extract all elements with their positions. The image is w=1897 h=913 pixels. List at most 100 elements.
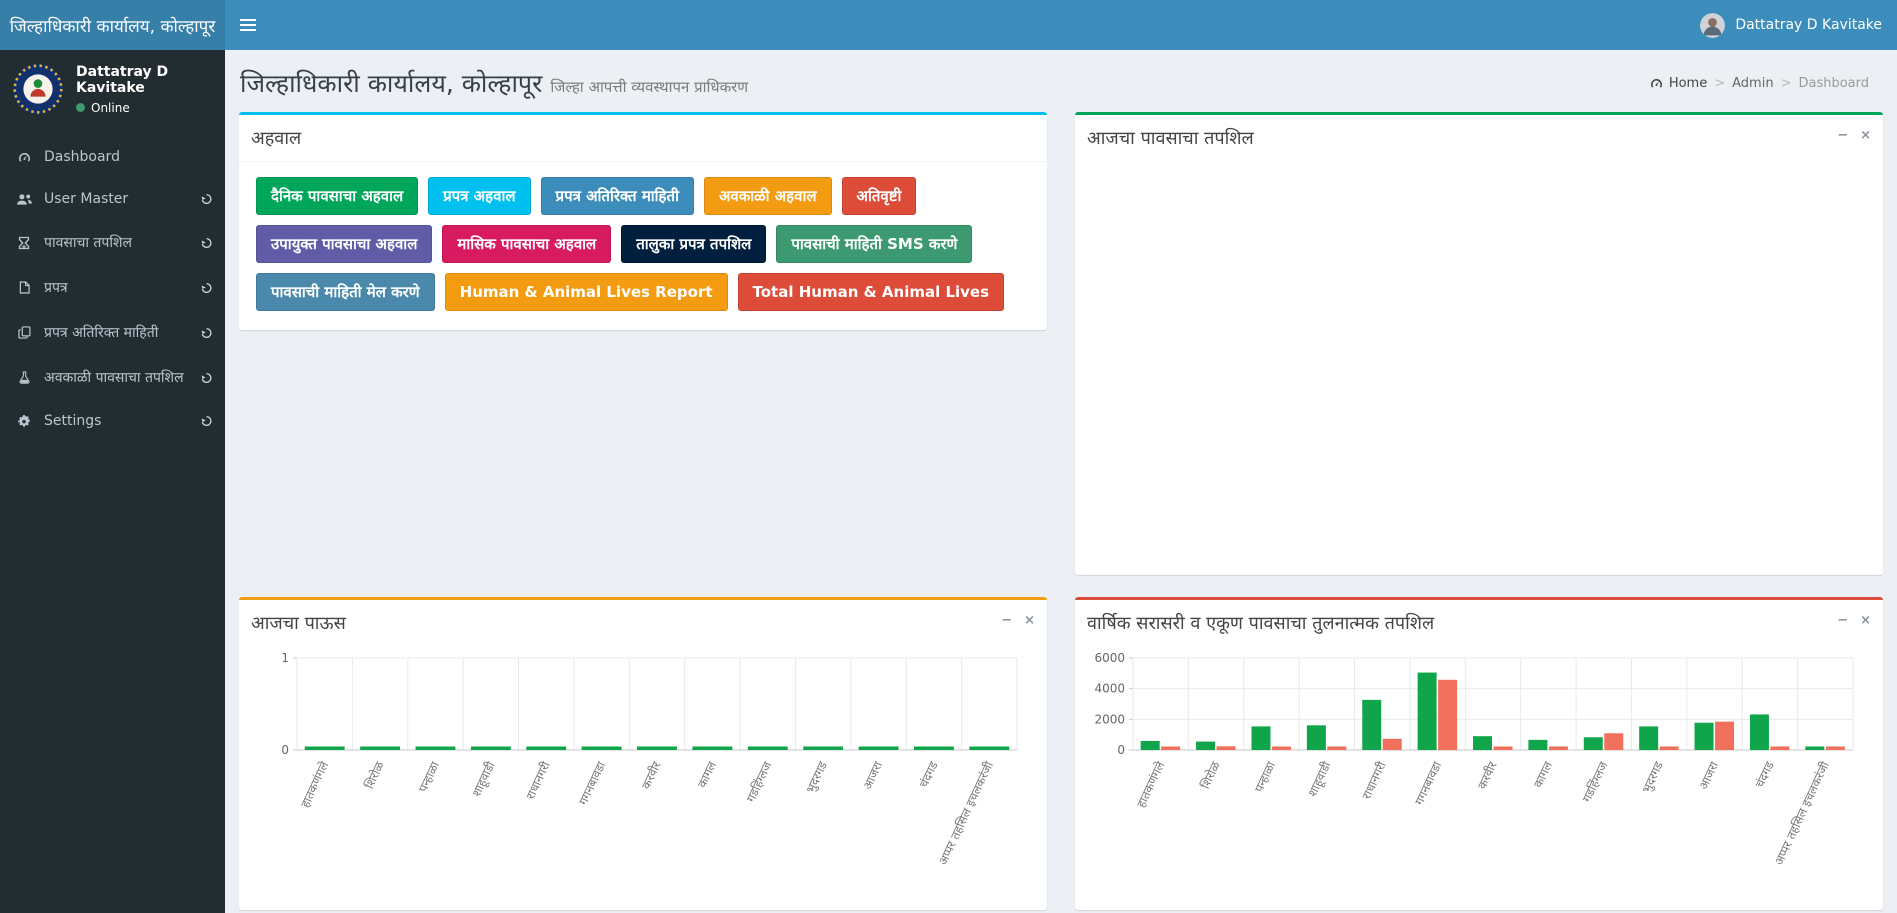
sidebar-item-rainfall-detail[interactable]: पावसाचा तपशिल [0,220,225,265]
svg-text:करवीर: करवीर [1475,758,1500,791]
minimize-button[interactable]: − [1837,613,1849,628]
svg-text:कागल: कागल [695,759,720,790]
today-rain-chart[interactable]: 0 1 हातकणंगले शिरोळ पन्हाळा शाहूवाडी राधानगरी ग… [251,648,1029,906]
minimize-button[interactable]: − [1837,128,1849,143]
refresh-icon[interactable] [200,193,213,206]
close-button[interactable]: × [1860,613,1871,628]
file-icon [15,281,33,294]
report-button-6[interactable]: मासिक पावसाचा अहवाल [442,225,612,263]
svg-text:चंदगड: चंदगड [916,759,940,790]
brand-link[interactable]: जिल्हाधिकारी कार्यालय, कोल्हापूर [0,0,225,50]
report-button-2[interactable]: प्रपत्र अतिरिक्त माहिती [540,177,694,215]
report-button-5[interactable]: उपायुक्त पावसाचा अहवाल [256,225,433,263]
content-wrapper: जिल्हाधिकारी कार्यालय, कोल्हापूर जिल्हा आ… [225,50,1897,913]
report-button-10[interactable]: Human & Animal Lives Report [444,273,728,311]
page-title: जिल्हाधिकारी कार्यालय, कोल्हापूर [240,69,543,98]
svg-text:शिरोळ: शिरोळ [1198,759,1223,791]
sidebar-item-label: अवकाळी पावसाचा तपशिल [44,370,184,386]
breadcrumb-separator: > [1780,76,1792,91]
report-button-0[interactable]: दैनिक पावसाचा अहवाल [256,177,419,215]
breadcrumb-admin[interactable]: Admin [1732,76,1774,91]
report-button-1[interactable]: प्रपत्र अहवाल [428,177,531,215]
close-button[interactable]: × [1860,128,1871,143]
report-button-9[interactable]: पावसाची माहिती मेल करणे [256,273,435,311]
svg-text:4000: 4000 [1094,682,1125,696]
sidebar-item-label: Dashboard [44,149,120,165]
user-avatar [1700,12,1726,38]
svg-text:आजरा: आजरा [1696,759,1721,792]
svg-text:शाहूवाडी: शाहूवाडी [469,759,499,800]
sidebar-menu: Dashboard User Master पावसाचा तपशिल प्रपत्र… [0,136,225,442]
report-button-3[interactable]: अवकाळी अहवाल [703,177,832,215]
row-bottom: आजचा पाऊस − × 0 1 हातकणंगले शिरोळ पन्हाळा शाह… [225,597,1897,913]
box-today-rain-detail: आजचा पावसाचा तपशिल − × [1075,112,1883,575]
copy-icon [15,326,33,339]
top-navbar: जिल्हाधिकारी कार्यालय, कोल्हापूर Dattatr… [0,0,1897,50]
box-today-rain: आजचा पाऊस − × 0 1 हातकणंगले शिरोळ पन्हाळा शाह… [239,597,1047,910]
svg-text:2000: 2000 [1094,712,1125,726]
users-icon [15,193,33,206]
refresh-icon[interactable] [200,415,213,428]
sidebar-item-prapatra-extra-info[interactable]: प्रपत्र अतिरिक्त माहिती [0,310,225,355]
svg-text:करवीर: करवीर [639,758,664,791]
svg-text:हातकणंगले: हातकणंगले [298,759,332,810]
box-annual-comparison: वार्षिक सरासरी व एकूण पावसाचा तुलनात्मक … [1075,597,1883,910]
svg-text:भुदरगड: भुदरगड [803,759,831,796]
sidebar-item-settings[interactable]: Settings [0,400,225,442]
svg-text:शाहूवाडी: शाहूवाडी [1305,759,1335,800]
navbar-main: Dattatray D Kavitake [225,0,1897,50]
today-rain-detail-body [1075,161,1883,575]
sidebar-user-status: Online [76,101,215,115]
sidebar-toggle-button[interactable] [225,0,271,50]
online-status-dot [76,103,85,112]
svg-text:गडहिंग्लज: गडहिंग्लज [1580,758,1611,804]
svg-text:चंदगड: चंदगड [1752,759,1776,790]
svg-text:अप्पर तहसिल इचलकरंजी: अप्पर तहसिल इचलकरंजी [936,759,997,868]
svg-text:राधानगरी: राधानगरी [523,759,553,802]
org-emblem-logo [12,63,64,115]
box-today-rain-detail-title: आजचा पावसाचा तपशिल [1087,128,1254,149]
box-today-rain-title: आजचा पाऊस [251,613,346,634]
hourglass-icon [15,236,33,250]
content-header: जिल्हाधिकारी कार्यालय, कोल्हापूर जिल्हा आ… [225,50,1897,112]
sidebar-item-dashboard[interactable]: Dashboard [0,136,225,178]
svg-text:कागल: कागल [1531,759,1556,790]
sidebar-item-label: प्रपत्र अतिरिक्त माहिती [44,325,159,341]
svg-text:राधानगरी: राधानगरी [1359,759,1389,802]
box-reports: अहवाल दैनिक पावसाचा अहवाल प्रपत्र अहवाल प्… [239,112,1047,330]
refresh-icon[interactable] [200,236,213,249]
sidebar-item-unseasonal-rainfall-detail[interactable]: अवकाळी पावसाचा तपशिल [0,355,225,400]
sidebar-item-prapatra[interactable]: प्रपत्र [0,265,225,310]
minimize-button[interactable]: − [1001,613,1013,628]
gauge-icon [15,150,33,165]
svg-text:अप्पर तहसिल इचलकरंजी: अप्पर तहसिल इचलकरंजी [1772,759,1833,868]
report-button-11[interactable]: Total Human & Animal Lives [737,273,1005,311]
annual-comparison-chart[interactable]: 0 2000 4000 6000 हातकणंगले शिरोळ पन्हाळा शाहूवा… [1087,648,1865,906]
hamburger-icon [240,18,256,32]
breadcrumb-home[interactable]: Home [1649,76,1707,91]
report-button-8[interactable]: पावसाची माहिती SMS करणे [776,225,973,263]
svg-text:शिरोळ: शिरोळ [362,759,387,791]
svg-text:आजरा: आजरा [860,759,885,792]
user-menu[interactable]: Dattatray D Kavitake [1685,0,1897,50]
sidebar-item-user-master[interactable]: User Master [0,178,225,220]
refresh-icon[interactable] [200,281,213,294]
svg-text:गगनबावडा: गगनबावडा [576,759,609,808]
svg-text:गगनबावडा: गगनबावडा [1412,759,1445,808]
breadcrumb-separator: > [1714,76,1726,91]
breadcrumb: Home > Admin > Dashboard [1649,76,1869,91]
page-subtitle: जिल्हा आपत्ती व्यवस्थापन प्राधिकरण [550,78,749,96]
refresh-icon[interactable] [200,371,213,384]
report-button-7[interactable]: तालुका प्रपत्र तपशिल [621,225,767,263]
report-button-4[interactable]: अतिवृष्टी [841,177,917,215]
sidebar-item-label: प्रपत्र [44,280,68,296]
box-reports-title: अहवाल [251,128,302,149]
svg-text:पन्हाळा: पन्हाळा [416,759,443,795]
close-button[interactable]: × [1024,613,1035,628]
sidebar-user-panel: Dattatray D Kavitake Online [0,50,225,128]
refresh-icon[interactable] [200,326,213,339]
flask-icon [15,371,33,384]
svg-text:6000: 6000 [1094,651,1125,665]
navbar-user-name: Dattatray D Kavitake [1735,17,1882,33]
svg-text:0: 0 [1117,743,1125,757]
